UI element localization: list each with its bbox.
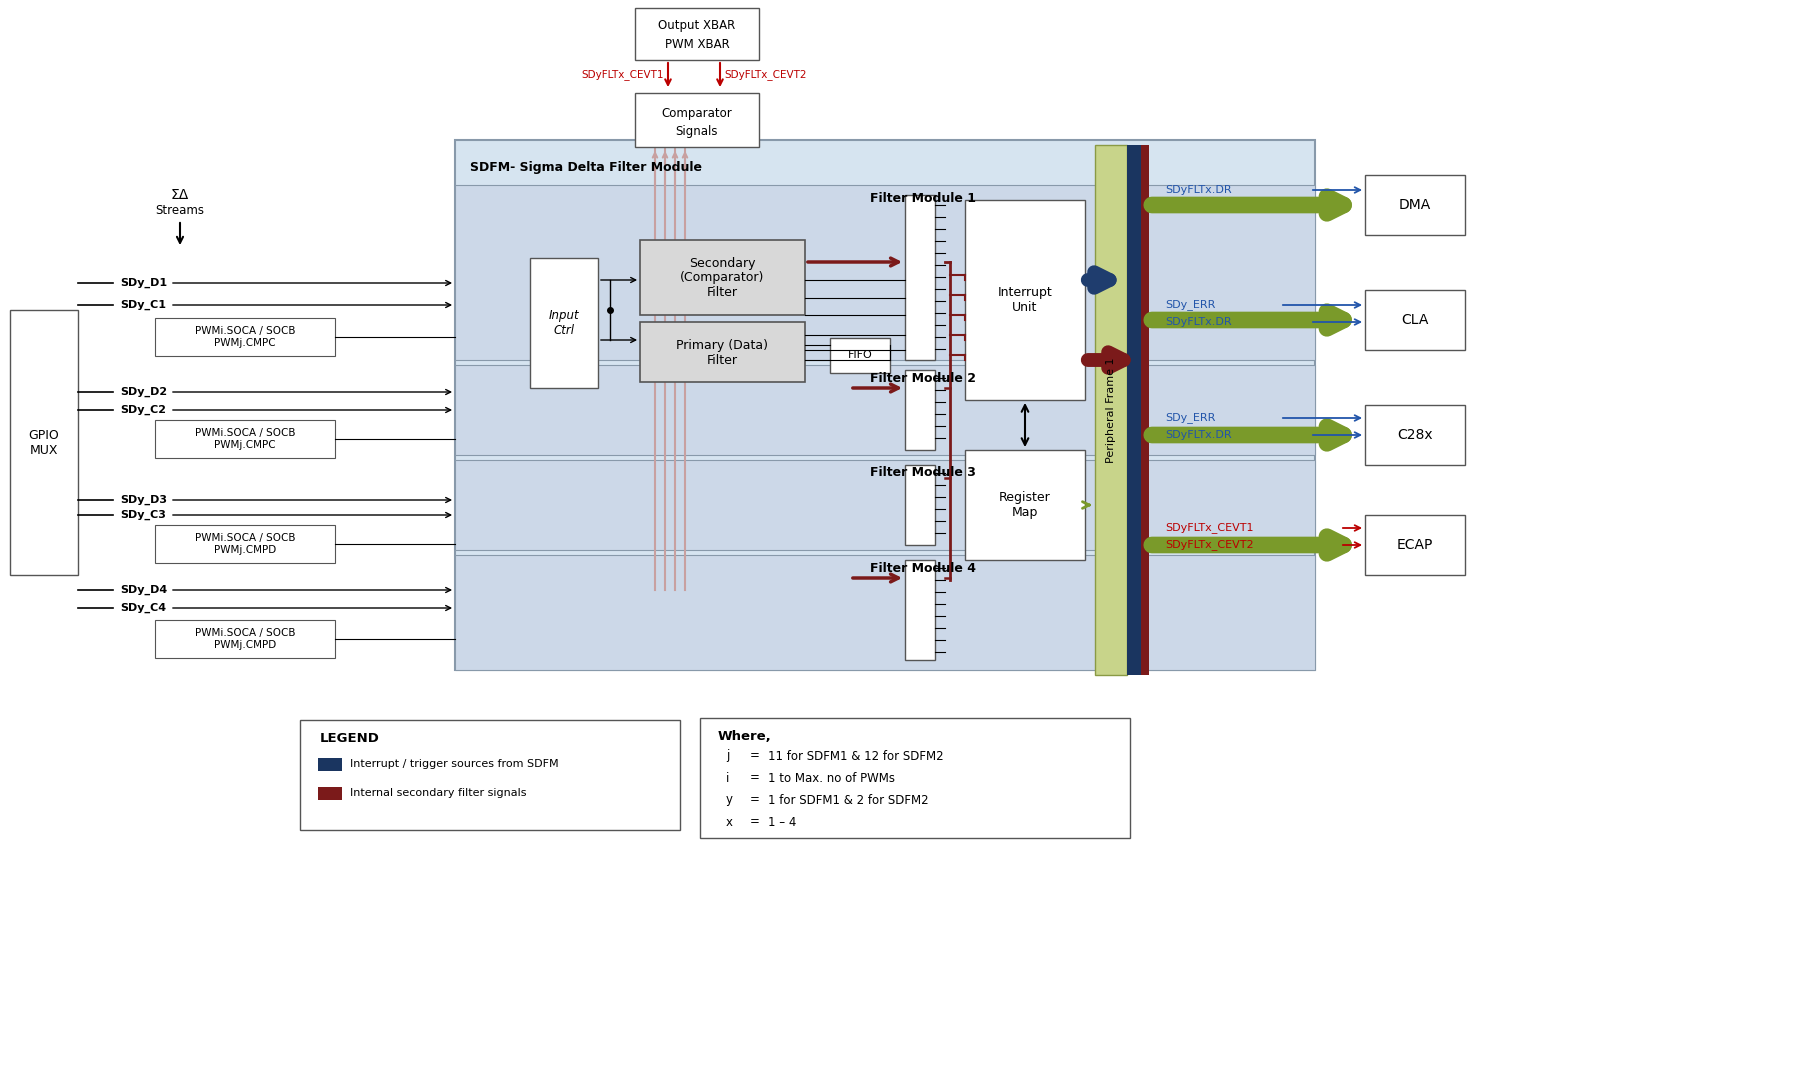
Text: ECAP: ECAP bbox=[1397, 538, 1433, 552]
Text: PWMi.SOCA / SOCB
PWMj.CMPD: PWMi.SOCA / SOCB PWMj.CMPD bbox=[194, 628, 296, 650]
Text: SDy_D3: SDy_D3 bbox=[120, 495, 167, 505]
Text: Secondary: Secondary bbox=[689, 256, 755, 269]
Text: Filter: Filter bbox=[706, 286, 738, 299]
Text: Filter Module 4: Filter Module 4 bbox=[871, 561, 976, 574]
Text: SDyFLTx_CEVT2: SDyFLTx_CEVT2 bbox=[1165, 540, 1253, 550]
Text: Where,: Where, bbox=[718, 730, 771, 743]
Bar bbox=[455, 139, 1315, 670]
Text: GPIO
MUX: GPIO MUX bbox=[29, 429, 60, 457]
Text: SDyFLTx_CEVT2: SDyFLTx_CEVT2 bbox=[724, 70, 807, 80]
Text: =: = bbox=[749, 771, 760, 784]
Text: Register
Map: Register Map bbox=[1000, 491, 1050, 519]
Bar bbox=[455, 365, 1315, 455]
Bar bbox=[965, 450, 1085, 560]
Text: SDyFLTx.DR: SDyFLTx.DR bbox=[1165, 430, 1232, 440]
Bar bbox=[317, 787, 343, 800]
Text: Filter Module 2: Filter Module 2 bbox=[871, 371, 976, 384]
Bar bbox=[905, 195, 934, 361]
Bar bbox=[635, 8, 758, 60]
Bar bbox=[635, 93, 758, 147]
Text: Filter: Filter bbox=[706, 353, 738, 367]
Bar bbox=[455, 460, 1315, 550]
Text: j: j bbox=[726, 750, 729, 763]
Text: PWMi.SOCA / SOCB
PWMj.CMPD: PWMi.SOCA / SOCB PWMj.CMPD bbox=[194, 533, 296, 555]
Bar bbox=[965, 200, 1085, 400]
Text: SDy_D4: SDy_D4 bbox=[120, 585, 167, 596]
Bar bbox=[455, 185, 1315, 361]
Text: SDy_ERR: SDy_ERR bbox=[1165, 299, 1215, 310]
Bar bbox=[154, 318, 336, 356]
Bar bbox=[1141, 145, 1148, 675]
Text: y: y bbox=[726, 794, 733, 807]
Bar bbox=[11, 310, 78, 575]
Text: SDy_C2: SDy_C2 bbox=[120, 405, 167, 415]
Text: Primary (Data): Primary (Data) bbox=[677, 338, 767, 352]
Text: SDyFLTx_CEVT1: SDyFLTx_CEVT1 bbox=[582, 70, 664, 80]
Bar bbox=[1364, 515, 1466, 575]
Text: (Comparator): (Comparator) bbox=[680, 271, 764, 284]
Bar bbox=[700, 718, 1130, 838]
Text: CLA: CLA bbox=[1400, 313, 1429, 327]
Text: Interrupt
Unit: Interrupt Unit bbox=[998, 286, 1052, 314]
Text: C28x: C28x bbox=[1397, 428, 1433, 442]
Text: 11 for SDFM1 & 12 for SDFM2: 11 for SDFM1 & 12 for SDFM2 bbox=[767, 750, 943, 763]
Bar bbox=[1364, 405, 1466, 465]
Text: SDy_D1: SDy_D1 bbox=[120, 278, 167, 289]
Bar bbox=[530, 258, 599, 388]
Text: SDyFLTx_CEVT1: SDyFLTx_CEVT1 bbox=[1165, 523, 1253, 533]
Text: SDy_C3: SDy_C3 bbox=[120, 510, 165, 520]
Text: x: x bbox=[726, 815, 733, 828]
Text: Interrupt / trigger sources from SDFM: Interrupt / trigger sources from SDFM bbox=[350, 759, 559, 769]
Bar bbox=[905, 370, 934, 450]
Bar bbox=[1364, 290, 1466, 350]
Bar bbox=[831, 338, 891, 373]
Text: SDy_C1: SDy_C1 bbox=[120, 299, 167, 310]
Text: Input
Ctrl: Input Ctrl bbox=[548, 309, 579, 337]
Text: =: = bbox=[749, 815, 760, 828]
Text: Filter Module 1: Filter Module 1 bbox=[871, 191, 976, 205]
Bar bbox=[154, 420, 336, 458]
Text: PWMi.SOCA / SOCB
PWMj.CMPC: PWMi.SOCA / SOCB PWMj.CMPC bbox=[194, 428, 296, 450]
Text: Output XBAR: Output XBAR bbox=[658, 19, 736, 32]
Text: Peripheral Frame 1: Peripheral Frame 1 bbox=[1107, 357, 1116, 462]
Bar bbox=[1096, 145, 1126, 675]
Text: 1 – 4: 1 – 4 bbox=[767, 815, 796, 828]
Text: =: = bbox=[749, 750, 760, 763]
Bar bbox=[1126, 145, 1141, 675]
Bar bbox=[154, 620, 336, 658]
Text: LEGEND: LEGEND bbox=[319, 732, 379, 745]
Text: SDyFLTx.DR: SDyFLTx.DR bbox=[1165, 185, 1232, 195]
Bar bbox=[1364, 175, 1466, 235]
Bar bbox=[455, 555, 1315, 670]
Bar bbox=[317, 758, 343, 771]
Bar bbox=[905, 465, 934, 545]
Text: 1 to Max. no of PWMs: 1 to Max. no of PWMs bbox=[767, 771, 894, 784]
Text: Internal secondary filter signals: Internal secondary filter signals bbox=[350, 788, 526, 798]
Text: ΣΔ: ΣΔ bbox=[171, 188, 189, 202]
Text: SDy_D2: SDy_D2 bbox=[120, 387, 167, 397]
Text: =: = bbox=[749, 794, 760, 807]
Text: Filter Module 3: Filter Module 3 bbox=[871, 467, 976, 480]
Bar bbox=[640, 240, 805, 315]
Text: i: i bbox=[726, 771, 729, 784]
Text: Signals: Signals bbox=[677, 124, 718, 137]
Bar bbox=[905, 560, 934, 660]
Text: FIFO: FIFO bbox=[847, 350, 873, 361]
Text: Comparator: Comparator bbox=[662, 106, 733, 119]
Text: PWM XBAR: PWM XBAR bbox=[664, 38, 729, 50]
Text: 1 for SDFM1 & 2 for SDFM2: 1 for SDFM1 & 2 for SDFM2 bbox=[767, 794, 929, 807]
Text: SDy_C4: SDy_C4 bbox=[120, 603, 167, 613]
Text: Streams: Streams bbox=[156, 204, 205, 217]
Text: PWMi.SOCA / SOCB
PWMj.CMPC: PWMi.SOCA / SOCB PWMj.CMPC bbox=[194, 326, 296, 348]
Text: DMA: DMA bbox=[1399, 199, 1431, 212]
Bar bbox=[640, 322, 805, 382]
Text: SDy_ERR: SDy_ERR bbox=[1165, 412, 1215, 424]
Text: SDFM- Sigma Delta Filter Module: SDFM- Sigma Delta Filter Module bbox=[470, 162, 702, 175]
Bar bbox=[154, 525, 336, 563]
Bar bbox=[299, 720, 680, 831]
Text: SDyFLTx.DR: SDyFLTx.DR bbox=[1165, 317, 1232, 327]
